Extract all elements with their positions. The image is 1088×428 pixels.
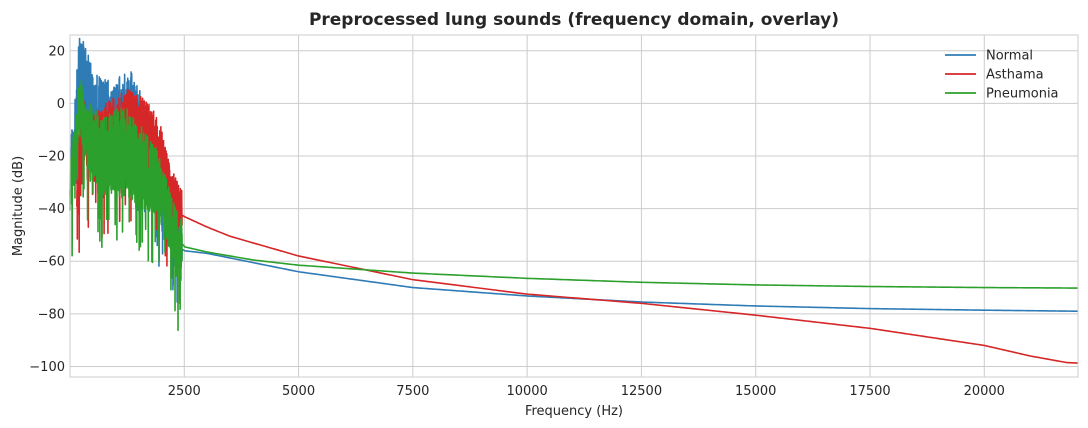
x-tick-label: 5000 — [282, 384, 315, 399]
y-tick-label: −80 — [38, 307, 65, 322]
tick-labels: 2500 5000 7500 10000 12500 15000 17500 20000 20 0… — [29, 44, 1005, 399]
x-tick-label: 7500 — [396, 384, 429, 399]
grid — [70, 35, 1078, 377]
x-axis-label: Frequency (Hz) — [525, 404, 623, 419]
y-tick-label: −40 — [38, 202, 65, 217]
series-line-normal — [69, 37, 1079, 313]
y-tick-label: −20 — [38, 150, 65, 165]
chart-title: Preprocessed lung sounds (frequency doma… — [309, 10, 839, 30]
y-tick-label: 20 — [48, 44, 65, 59]
series-line-asthama — [76, 88, 1079, 364]
y-axis-label: Magnitude (dB) — [11, 156, 26, 256]
x-tick-label: 20000 — [964, 384, 1005, 399]
x-tick-label: 17500 — [849, 384, 890, 399]
legend: Normal Asthama Pneumonia — [945, 49, 1059, 102]
x-tick-label: 10000 — [506, 384, 547, 399]
y-tick-label: 0 — [57, 97, 65, 112]
series-line-pneumonia — [69, 79, 1079, 332]
plot-series — [69, 37, 1079, 364]
x-tick-label: 2500 — [168, 384, 201, 399]
plot-frame — [69, 34, 1079, 378]
legend-entry: Asthama — [945, 68, 1044, 83]
legend-entry: Pneumonia — [945, 87, 1059, 102]
legend-label: Pneumonia — [986, 87, 1059, 102]
legend-label: Asthama — [986, 68, 1044, 83]
y-tick-label: −60 — [38, 255, 65, 270]
legend-label: Normal — [986, 49, 1033, 64]
y-tick-label: −100 — [29, 360, 65, 375]
legend-entry: Normal — [945, 49, 1033, 64]
x-tick-label: 12500 — [621, 384, 662, 399]
x-tick-label: 15000 — [735, 384, 776, 399]
